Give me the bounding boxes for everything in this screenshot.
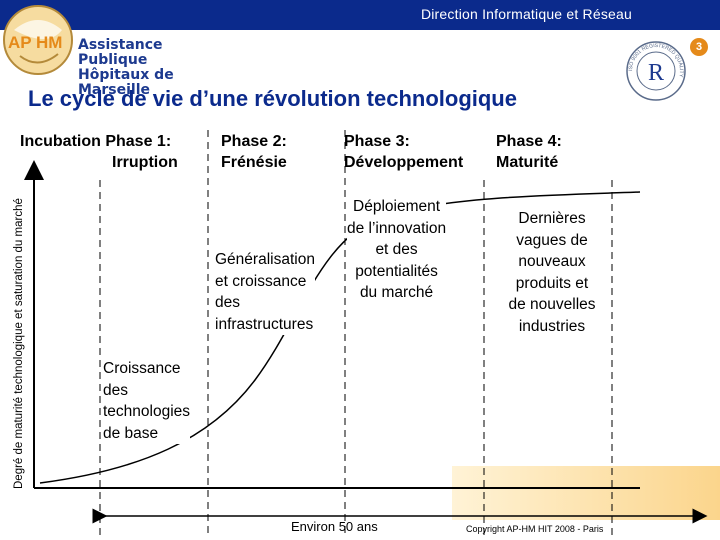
- header-bar: Direction Informatique et Réseau: [0, 0, 720, 30]
- phase-2-heading: Phase 2: Frénésie: [221, 133, 287, 171]
- annotation-last-waves: Dernières vagues de nouveaux produits et…: [498, 208, 606, 337]
- phase-4-heading: Phase 4: Maturité: [496, 133, 562, 171]
- logo-name-line1: Assistance Publique: [78, 37, 163, 68]
- logo-name-line2: Hôpitaux de Marseille: [78, 67, 174, 98]
- slide-title: Le cycle de vie d’une révolution technol…: [28, 86, 517, 111]
- page-number-badge: 3: [690, 38, 708, 56]
- header-title: Direction Informatique et Réseau: [420, 6, 632, 22]
- phase-1-heading: Incubation Phase 1: Irruption: [20, 133, 178, 171]
- logo-name: Assistance Publique Hôpitaux de Marseill…: [78, 38, 230, 98]
- s-curve: [39, 191, 641, 484]
- phase-3-heading: Phase 3: Développement: [344, 133, 464, 171]
- iso-certification-seal: ISO 9001 REGISTERED QUALITY R: [626, 41, 686, 101]
- aphm-logo: AP HM Assistance Publique Hôpitaux de Ma…: [0, 0, 230, 98]
- y-axis-label: Degré de maturité technologique et satur…: [13, 198, 25, 489]
- copyright-notice: Copyright AP-HM HIT 2008 - Paris: [466, 524, 604, 534]
- annotation-infrastructure: Généralisation et croissance des infrast…: [215, 249, 315, 335]
- annotation-deployment: Déploiement de l’innovation et des poten…: [347, 196, 447, 304]
- seal-mark: R: [648, 60, 664, 86]
- aphm-logo-emblem: AP HM: [3, 5, 73, 75]
- annotation-core-technologies: Croissance des technologies de base: [103, 358, 191, 444]
- logo-initials: AP HM: [8, 33, 62, 52]
- duration-label: Environ 50 ans: [291, 519, 378, 534]
